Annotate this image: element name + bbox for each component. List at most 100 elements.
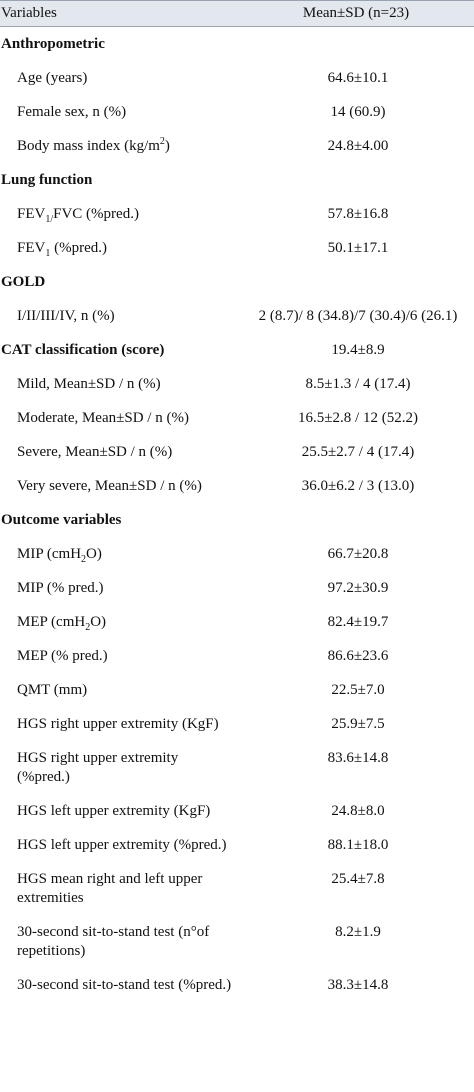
label-text: HGS left upper extremity (%pred.)	[17, 836, 227, 853]
value-cell: 57.8±16.8	[327, 205, 389, 222]
label-cell: HGS mean right and left upper extremitie…	[0, 862, 238, 915]
label-cell: Severe, Mean±SD / n (%)	[0, 435, 238, 469]
label-cell: Mild, Mean±SD / n (%)	[0, 367, 238, 401]
value-cell: 8.5±1.3 / 4 (17.4)	[305, 375, 411, 392]
data-row: HGS right upper extremity (KgF) 25.9±7.5	[0, 707, 474, 741]
label-text: Body mass index (kg/m	[17, 137, 160, 154]
data-row: FEV1/FVC (%pred.) 57.8±16.8	[0, 197, 474, 231]
section-title: GOLD	[1, 273, 46, 290]
label-text: QMT (mm)	[17, 681, 88, 698]
label-text: Very severe, Mean±SD / n (%)	[17, 477, 202, 494]
label-text: O)	[86, 545, 102, 562]
label-cell: Body mass index (kg/m2)	[0, 129, 238, 163]
label-text: 30-second sit-to-stand test (n°of repeti…	[17, 923, 210, 959]
superscript: 2	[159, 135, 165, 147]
label-cell: Very severe, Mean±SD / n (%)	[0, 469, 238, 503]
value-cell: 14 (60.9)	[330, 103, 386, 120]
data-row: MEP (% pred.) 86.6±23.6	[0, 639, 474, 673]
value-cell: 2 (8.7)/ 8 (34.8)/7 (30.4)/6 (26.1)	[258, 307, 458, 324]
value-cell: 97.2±30.9	[327, 579, 389, 596]
subscript: 1/	[45, 213, 54, 225]
data-row: Mild, Mean±SD / n (%) 8.5±1.3 / 4 (17.4)	[0, 367, 474, 401]
label-cell: HGS right upper extremity (KgF)	[0, 707, 238, 741]
label-text: Mild, Mean±SD / n (%)	[17, 375, 161, 392]
value-cell: 38.3±14.8	[327, 976, 389, 993]
label-cell: Age (years)	[0, 61, 238, 95]
label-cell: HGS left upper extremity (%pred.)	[0, 828, 238, 862]
value-cell: 25.4±7.8	[331, 870, 385, 887]
table-body: Anthropometric Age (years) 64.6±10.1 Female…	[0, 27, 474, 1003]
section-row: Outcome variables	[0, 503, 474, 537]
data-row: 30-second sit-to-stand test (n°of repeti…	[0, 915, 474, 968]
label-cell: I/II/III/IV, n (%)	[0, 299, 238, 333]
subscript: 2	[85, 621, 91, 633]
value-cell: 36.0±6.2 / 3 (13.0)	[301, 477, 415, 494]
value-cell: 82.4±19.7	[327, 613, 389, 630]
label-text: FEV	[17, 205, 46, 222]
section-title: Anthropometric	[1, 35, 105, 52]
value-cell: 25.9±7.5	[331, 715, 385, 732]
label-cell: Moderate, Mean±SD / n (%)	[0, 401, 238, 435]
data-row: 30-second sit-to-stand test (%pred.) 38.3…	[0, 968, 474, 1002]
label-cell: FEV1/FVC (%pred.)	[0, 197, 238, 231]
data-row: HGS left upper extremity (%pred.) 88.1±18…	[0, 828, 474, 862]
value-cell: 24.8±4.00	[327, 137, 389, 154]
value-cell: 50.1±17.1	[327, 239, 389, 256]
label-text: HGS mean right and left upper extremitie…	[17, 870, 203, 906]
label-text: I/II/III/IV, n (%)	[17, 307, 115, 324]
value-cell: 64.6±10.1	[327, 69, 389, 86]
label-cell: HGS left upper extremity (KgF)	[0, 794, 238, 828]
label-text: O)	[90, 613, 107, 630]
data-row: Very severe, Mean±SD / n (%) 36.0±6.2 / 3…	[0, 469, 474, 503]
data-row: Body mass index (kg/m2) 24.8±4.00	[0, 129, 474, 163]
label-text: )	[164, 137, 170, 154]
header-row: Variables Mean±SD (n=23)	[0, 0, 474, 27]
data-row: HGS mean right and left upper extremitie…	[0, 862, 474, 915]
section-row: Lung function	[0, 163, 474, 197]
value-cell: 88.1±18.0	[327, 836, 389, 853]
section-title: Outcome variables	[1, 511, 122, 528]
value-cell: 19.4±8.9	[331, 341, 385, 358]
value-cell: 25.5±2.7 / 4 (17.4)	[301, 443, 415, 460]
value-cell: 83.6±14.8	[327, 749, 389, 766]
section-row: GOLD	[0, 265, 474, 299]
label-text: HGS right upper extremity (%pred.)	[17, 749, 179, 785]
label-cell: 30-second sit-to-stand test (%pred.)	[0, 968, 238, 1002]
section-row: CAT classification (score) 19.4±8.9	[0, 333, 474, 367]
data-row: MEP (cmH2O) 82.4±19.7	[0, 605, 474, 639]
value-cell: 22.5±7.0	[331, 681, 385, 698]
label-text: MIP (% pred.)	[17, 579, 104, 596]
label-text: Female sex, n (%)	[17, 103, 127, 120]
header-cell: Variables	[0, 0, 238, 27]
label-cell: QMT (mm)	[0, 673, 238, 707]
label-text: FEV	[17, 239, 46, 256]
label-cell: Female sex, n (%)	[0, 95, 238, 129]
section-title: Lung function	[1, 171, 93, 188]
subscript: 2	[81, 553, 87, 565]
data-row: I/II/III/IV, n (%) 2 (8.7)/ 8 (34.8)/7 (3…	[0, 299, 474, 333]
data-row: HGS right upper extremity (%pred.) 83.6±1…	[0, 741, 474, 794]
label-cell: MEP (cmH2O)	[0, 605, 238, 639]
label-text: Moderate, Mean±SD / n (%)	[17, 409, 189, 426]
label-text: MIP (cmH	[17, 545, 82, 562]
empty-cell	[238, 163, 474, 197]
label-cell: MIP (cmH2O)	[0, 537, 238, 571]
empty-cell	[238, 27, 474, 62]
label-text: 30-second sit-to-stand test (%pred.)	[17, 976, 232, 993]
label-cell: HGS right upper extremity (%pred.)	[0, 741, 238, 794]
label-cell: FEV1 (%pred.)	[0, 231, 238, 265]
label-text: FVC (%pred.)	[53, 205, 139, 222]
label-text: HGS left upper extremity (KgF)	[17, 802, 211, 819]
data-row: MIP (cmH2O) 66.7±20.8	[0, 537, 474, 571]
value-cell: 66.7±20.8	[327, 545, 389, 562]
section-title: CAT classification (score)	[1, 341, 165, 358]
data-row: Moderate, Mean±SD / n (%) 16.5±2.8 / 12 (…	[0, 401, 474, 435]
empty-cell	[238, 503, 474, 537]
label-cell: MIP (% pred.)	[0, 571, 238, 605]
empty-cell	[238, 265, 474, 299]
label-cell: 30-second sit-to-stand test (n°of repeti…	[0, 915, 238, 968]
label-text: MEP (cmH	[17, 613, 86, 630]
data-row: MIP (% pred.) 97.2±30.9	[0, 571, 474, 605]
data-row: Severe, Mean±SD / n (%) 25.5±2.7 / 4 (17.…	[0, 435, 474, 469]
